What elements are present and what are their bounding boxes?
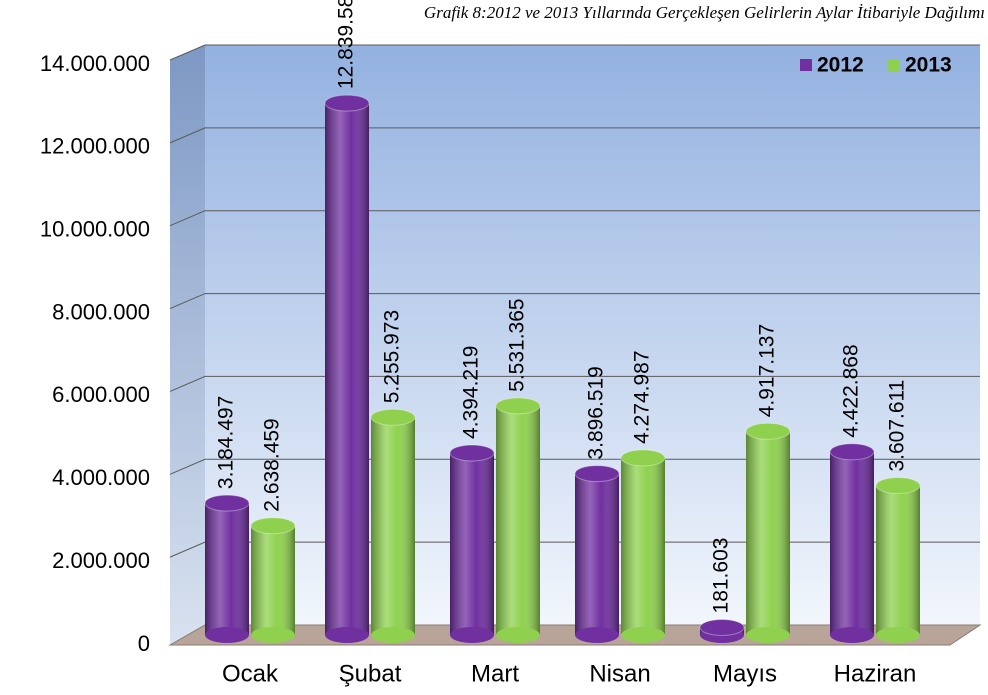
y-tick-label: 4.000.000: [52, 465, 150, 490]
grid-line: [169, 458, 980, 475]
bar-base: [325, 627, 369, 643]
bar-base: [575, 627, 619, 643]
bar: [324, 94, 370, 643]
bar: [745, 422, 791, 643]
bar-base: [830, 627, 874, 643]
legend-label: 2013: [905, 54, 952, 77]
bar: [829, 443, 875, 643]
bar-top: [324, 94, 370, 112]
x-tick-label: Mayıs: [713, 660, 777, 687]
bar: [620, 449, 666, 643]
bar-base: [746, 627, 790, 643]
bar-base: [876, 627, 920, 643]
bar-top: [829, 443, 875, 461]
bar-top: [875, 477, 921, 495]
bar-top: [620, 449, 666, 467]
bar-shade: [876, 485, 920, 635]
value-label: 3.607.611: [886, 380, 909, 472]
bar-top: [745, 422, 791, 440]
bar-top: [699, 618, 745, 636]
y-tick-label: 8.000.000: [52, 299, 150, 324]
value-label: 4.917.137: [756, 324, 779, 417]
y-tick-label: 0: [138, 631, 150, 656]
bar-shade: [205, 503, 249, 635]
y-tick-label: 2.000.000: [52, 548, 150, 573]
bar-top: [370, 408, 416, 426]
bar-shade: [621, 457, 665, 635]
value-label: 2.638.459: [261, 418, 284, 511]
bar-base: [205, 627, 249, 643]
bar-base: [621, 627, 665, 643]
bar-shade: [496, 405, 540, 635]
bar-top: [495, 397, 541, 415]
bar-base: [450, 627, 494, 643]
y-tick-label: 14.000.000: [40, 51, 150, 76]
bar-shade: [746, 431, 790, 635]
bar-shade: [325, 103, 369, 635]
y-tick-label: 6.000.000: [52, 382, 150, 407]
value-label: 12.839.582: [335, 0, 358, 89]
bar-top: [250, 517, 296, 535]
bar: [574, 465, 620, 643]
bar-top: [204, 494, 250, 512]
value-label: 5.255.973: [381, 310, 404, 403]
bar-shade: [251, 525, 295, 635]
bar-base: [496, 627, 540, 643]
x-tick-label: Şubat: [339, 660, 402, 687]
legend-swatch: [888, 59, 900, 71]
bar-shade: [450, 452, 494, 635]
bar: [495, 397, 541, 643]
legend-label: 2012: [817, 54, 864, 77]
bar: [699, 618, 745, 643]
bar: [204, 494, 250, 643]
bar-top: [574, 465, 620, 483]
legend-swatch: [800, 59, 812, 71]
bar-top: [449, 444, 495, 462]
bar-shade: [371, 417, 415, 635]
value-label: 4.394.219: [460, 346, 483, 439]
x-tick-label: Haziran: [834, 660, 917, 687]
chart-title: Grafik 8:2012 ve 2013 Yıllarında Gerçekl…: [424, 3, 985, 22]
grid-line: [169, 127, 980, 144]
grid-line: [169, 293, 980, 310]
bar-shade: [575, 473, 619, 635]
value-label: 5.531.365: [506, 298, 529, 391]
grid-line: [169, 44, 980, 61]
grid-line: [169, 210, 980, 227]
bar-base: [251, 627, 295, 643]
grid-line: [169, 375, 980, 392]
y-tick-label: 12.000.000: [40, 134, 150, 159]
bar-shade: [830, 451, 874, 635]
value-label: 4.274.987: [631, 350, 654, 443]
y-tick-label: 10.000.000: [40, 217, 150, 242]
x-tick-label: Ocak: [222, 660, 279, 687]
bar: [875, 477, 921, 643]
value-label: 3.896.519: [585, 366, 608, 459]
bar-base: [371, 627, 415, 643]
bar: [449, 444, 495, 643]
value-label: 3.184.497: [215, 396, 238, 489]
x-tick-label: Mart: [471, 660, 519, 687]
bar: [250, 517, 296, 643]
side-wall: [170, 45, 205, 645]
value-label: 181.603: [710, 538, 733, 614]
value-label: 4.422.868: [840, 344, 863, 437]
x-tick-label: Nisan: [589, 660, 650, 687]
bar: [370, 408, 416, 643]
